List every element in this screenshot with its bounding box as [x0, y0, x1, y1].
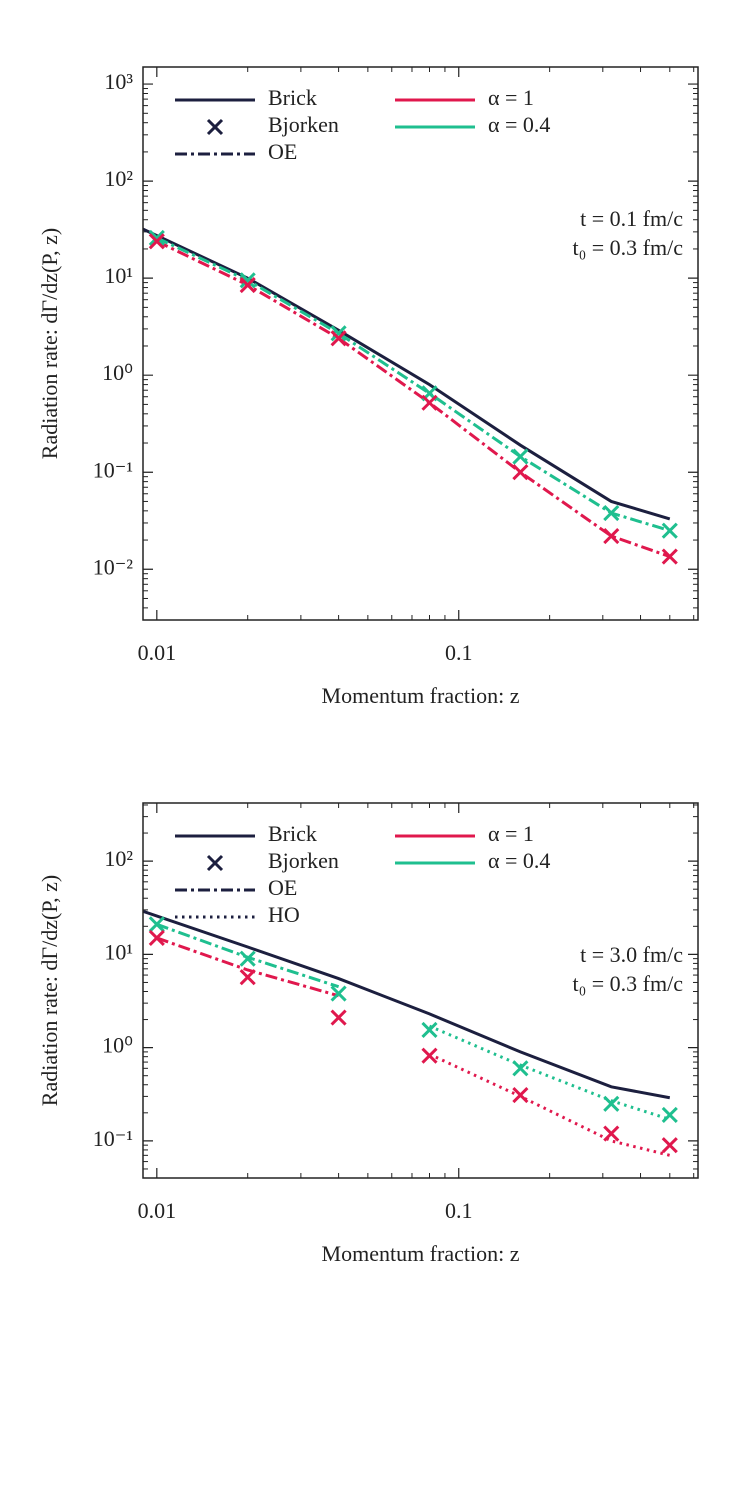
- marker: [661, 1137, 678, 1154]
- y-tick-label: 10⁻¹: [93, 1126, 133, 1151]
- series-line: [428, 1024, 671, 1121]
- legend-marker: [206, 118, 224, 136]
- series-line: [156, 236, 671, 533]
- marker: [330, 330, 347, 347]
- y-tick-label: 10⁰: [102, 1033, 133, 1058]
- legend-label: Brick: [268, 85, 317, 110]
- marker: [421, 394, 438, 411]
- legend-label: Bjorken: [268, 848, 339, 873]
- marker: [148, 916, 165, 933]
- marker: [330, 1009, 347, 1026]
- series-line: [156, 239, 671, 559]
- x-tick-label: 0.1: [445, 1198, 473, 1223]
- legend-label: α = 1: [488, 821, 534, 846]
- annotation: t₀ = 0.3 fm/c: [572, 235, 683, 260]
- x-tick-label: 0.01: [138, 1198, 177, 1223]
- annotation: t = 3.0 fm/c: [580, 942, 683, 967]
- legend-marker: [206, 854, 224, 872]
- legend-label: α = 0.4: [488, 848, 550, 873]
- panel: 0.01 0.1 10⁻² 10⁻¹ 10⁰ 10¹ 10² 10³ Momentum frac…: [37, 66, 699, 708]
- series-line: [428, 1052, 671, 1157]
- legend-label: Brick: [268, 821, 317, 846]
- legend-label: α = 0.4: [488, 112, 550, 137]
- marker: [512, 1060, 529, 1077]
- y-tick-label: 10⁰: [102, 360, 133, 385]
- x-axis-label: Momentum fraction: z: [322, 683, 520, 708]
- marker: [661, 522, 678, 539]
- x-tick-label: 0.01: [138, 640, 177, 665]
- series-line: [143, 227, 671, 521]
- marker: [512, 1087, 529, 1104]
- panel: 0.01 0.1 10⁻¹ 10⁰ 10¹ 10² Momentum fraction: z…: [37, 802, 699, 1266]
- marker: [603, 1095, 620, 1112]
- y-tick-label: 10³: [104, 69, 133, 94]
- plot-frame: [142, 802, 699, 1179]
- marker: [603, 1125, 620, 1142]
- marker: [421, 1021, 438, 1038]
- y-axis-label: Radiation rate: dΓ/dz(P, z): [37, 875, 62, 1106]
- y-tick-label: 10¹: [104, 263, 133, 288]
- marker: [239, 969, 256, 986]
- y-tick-label: 10²: [104, 846, 133, 871]
- annotation: t₀ = 0.3 fm/c: [572, 971, 683, 996]
- x-axis-label: Momentum fraction: z: [322, 1241, 520, 1266]
- marker: [148, 233, 165, 250]
- marker: [661, 1106, 678, 1123]
- legend-label: Bjorken: [268, 112, 339, 137]
- legend-label: OE: [268, 139, 297, 164]
- marker: [239, 950, 256, 967]
- marker: [661, 548, 678, 565]
- marker: [330, 325, 347, 342]
- plot-frame: [142, 66, 699, 621]
- marker: [148, 229, 165, 246]
- marker: [603, 504, 620, 522]
- y-tick-label: 10⁻¹: [93, 457, 133, 482]
- legend-label: OE: [268, 875, 297, 900]
- marker: [148, 929, 165, 947]
- y-tick-label: 10¹: [104, 939, 133, 964]
- y-tick-label: 10²: [104, 166, 133, 191]
- data-layer: [143, 909, 678, 1157]
- marker: [330, 985, 347, 1002]
- marker: [239, 276, 256, 294]
- marker: [512, 464, 529, 481]
- legend-label: HO: [268, 902, 300, 927]
- marker: [421, 1047, 438, 1064]
- y-axis-label: Radiation rate: dΓ/dz(P, z): [37, 228, 62, 459]
- x-tick-label: 0.1: [445, 640, 473, 665]
- marker: [239, 272, 256, 289]
- marker: [603, 527, 620, 545]
- data-layer: [143, 227, 678, 565]
- marker: [512, 448, 529, 465]
- y-tick-label: 10⁻²: [93, 554, 134, 579]
- series-line: [156, 936, 340, 998]
- legend-label: α = 1: [488, 85, 534, 110]
- series-line: [143, 909, 671, 1100]
- annotation: t = 0.1 fm/c: [580, 206, 683, 231]
